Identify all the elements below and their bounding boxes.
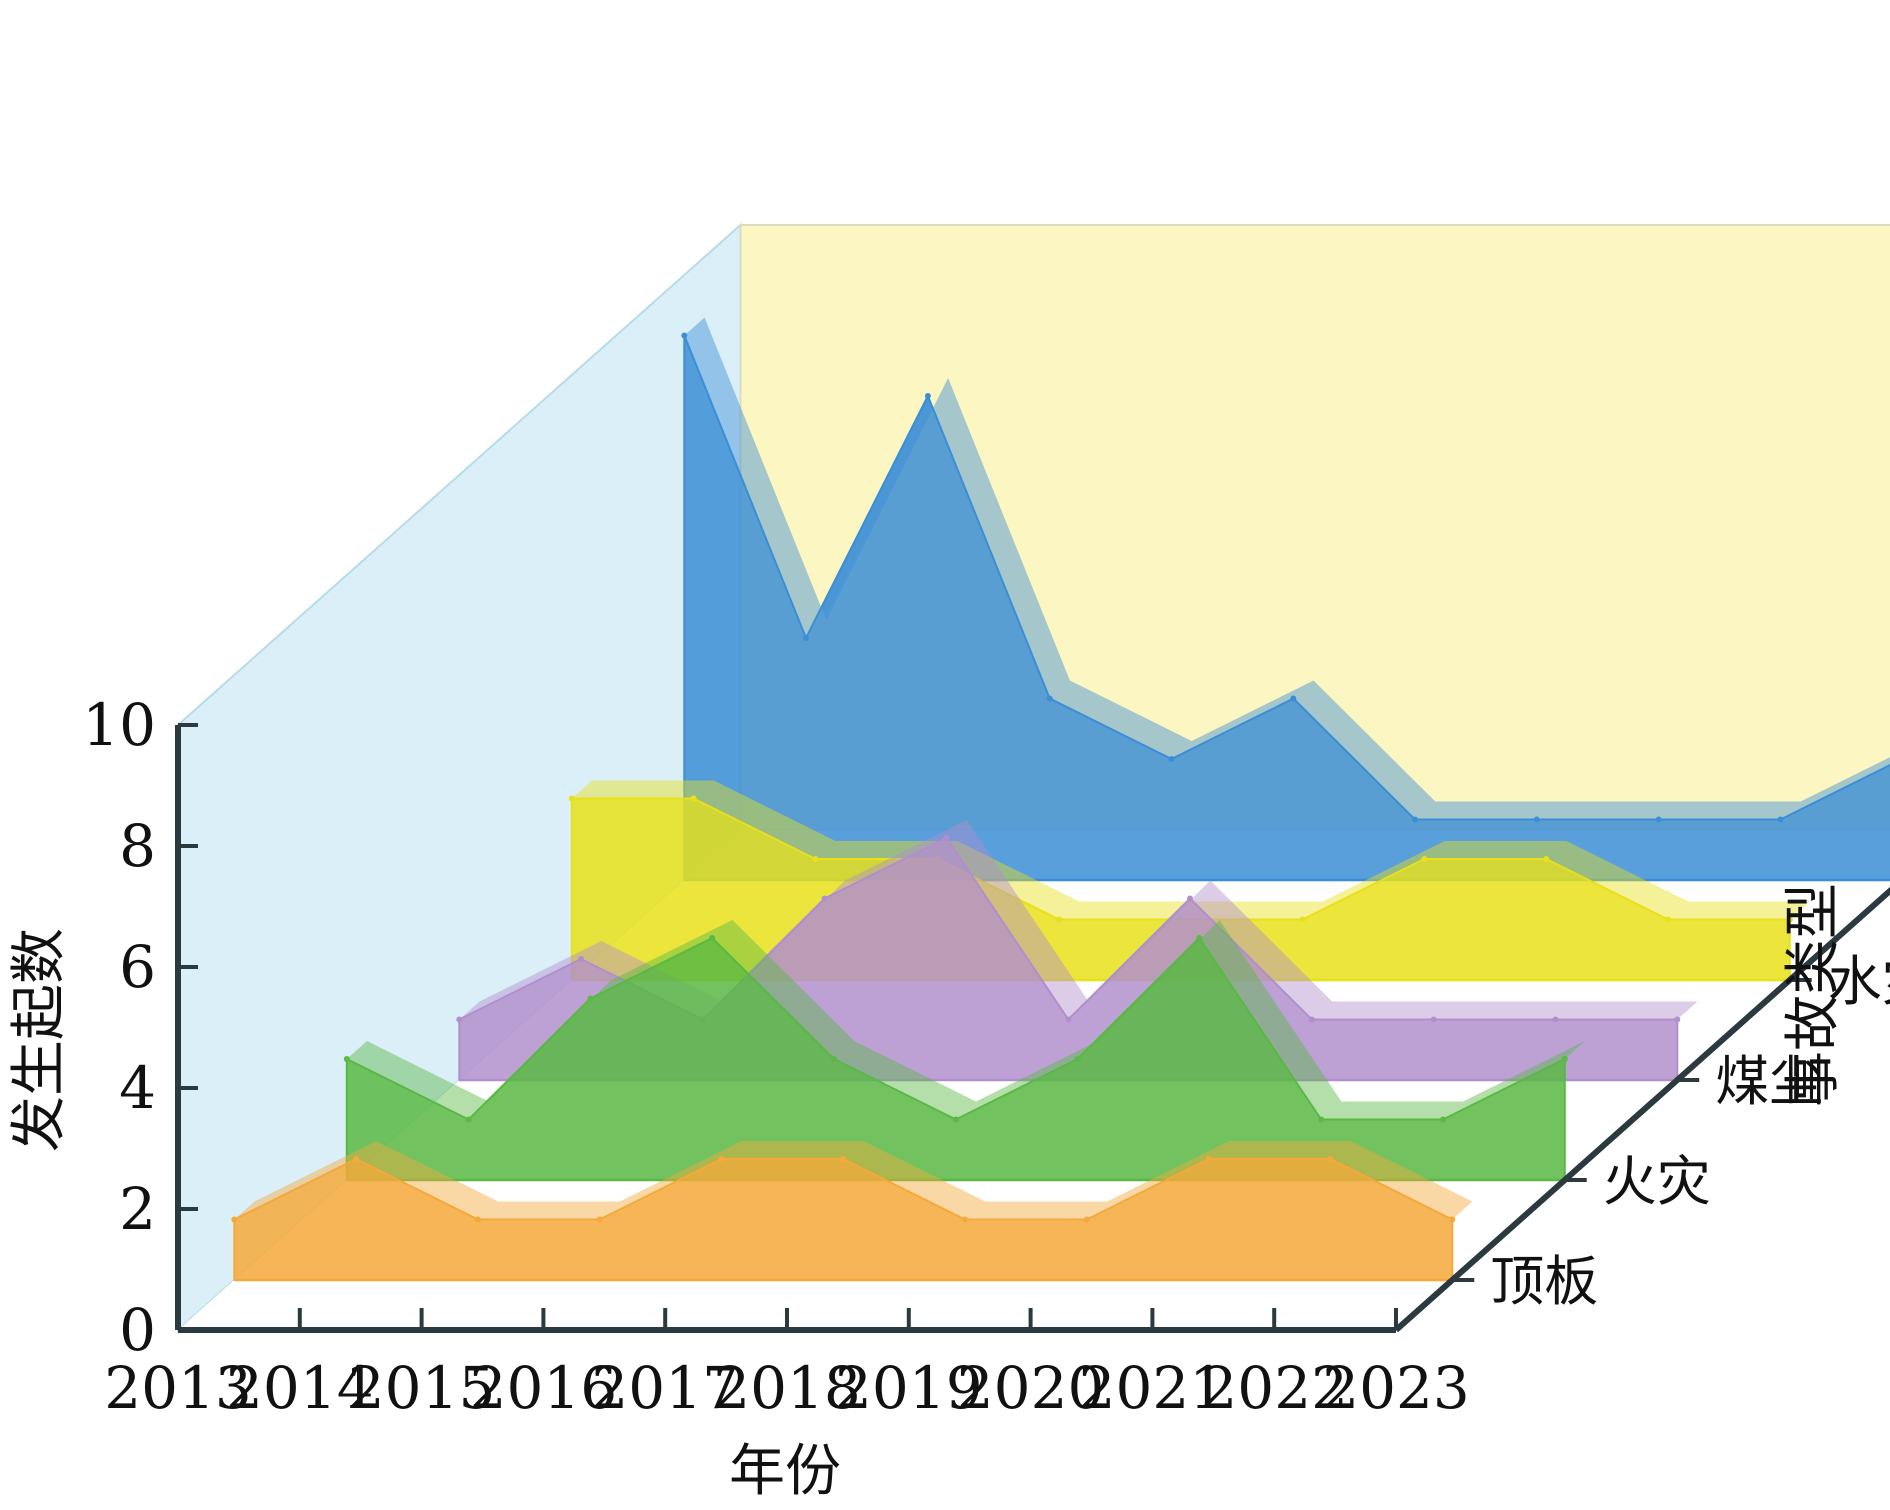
data-point (1318, 1117, 1324, 1123)
z-axis-title: 事故类型 (1781, 883, 1846, 1107)
data-point (1674, 1017, 1680, 1023)
data-point (1656, 817, 1662, 823)
data-point (1778, 817, 1784, 823)
data-point (1056, 917, 1062, 923)
data-point (569, 796, 575, 802)
data-point (1309, 1017, 1315, 1023)
y-tick-label: 8 (119, 812, 156, 880)
y-tick-label: 10 (82, 691, 156, 759)
data-point (1440, 1117, 1446, 1123)
data-point (1084, 1217, 1090, 1223)
data-point (953, 1117, 959, 1123)
data-point (1412, 817, 1418, 823)
data-point (456, 1017, 462, 1023)
data-point (822, 896, 828, 902)
data-point (1328, 1156, 1334, 1162)
y-tick-label: 4 (119, 1054, 156, 1122)
data-point (681, 333, 687, 339)
series-label: 顶板 (1490, 1250, 1598, 1313)
data-point (709, 935, 715, 941)
data-point (691, 796, 697, 802)
y-tick-label: 2 (119, 1175, 156, 1243)
data-point (944, 835, 950, 841)
data-point (1206, 1156, 1212, 1162)
data-point (812, 856, 818, 862)
data-point (1075, 1056, 1081, 1062)
data-point (1187, 896, 1193, 902)
data-point (1431, 1017, 1437, 1023)
data-point (1449, 1217, 1455, 1223)
data-point (1065, 1017, 1071, 1023)
data-point (1534, 817, 1540, 823)
series-1 (231, 1141, 1472, 1280)
data-point (231, 1217, 237, 1223)
data-point (1196, 935, 1202, 941)
data-point (803, 635, 809, 641)
data-point (831, 1056, 837, 1062)
data-point (1290, 696, 1296, 702)
series-label: 火灾 (1603, 1150, 1711, 1213)
data-point (1665, 917, 1671, 923)
data-point (840, 1156, 846, 1162)
data-point (578, 956, 584, 962)
data-point (962, 1217, 968, 1223)
data-point (475, 1217, 481, 1223)
data-point (1047, 696, 1053, 702)
data-point (344, 1056, 350, 1062)
data-point (1300, 917, 1306, 923)
data-point (587, 996, 593, 1002)
data-point (719, 1156, 725, 1162)
data-point (1553, 1017, 1559, 1023)
x-axis-title: 年份 (729, 1439, 841, 1504)
data-point (1169, 756, 1175, 762)
x-tick-label: 2023 (1322, 1354, 1470, 1422)
y-tick-label: 6 (119, 933, 156, 1001)
data-point (1421, 856, 1427, 862)
data-point (597, 1217, 603, 1223)
y-axis-title: 发生起数 (7, 928, 72, 1152)
data-point (353, 1156, 359, 1162)
y-tick-label: 0 (119, 1296, 156, 1364)
data-point (466, 1117, 472, 1123)
data-point (1562, 1056, 1568, 1062)
data-point (1543, 856, 1549, 862)
data-point (925, 393, 931, 399)
